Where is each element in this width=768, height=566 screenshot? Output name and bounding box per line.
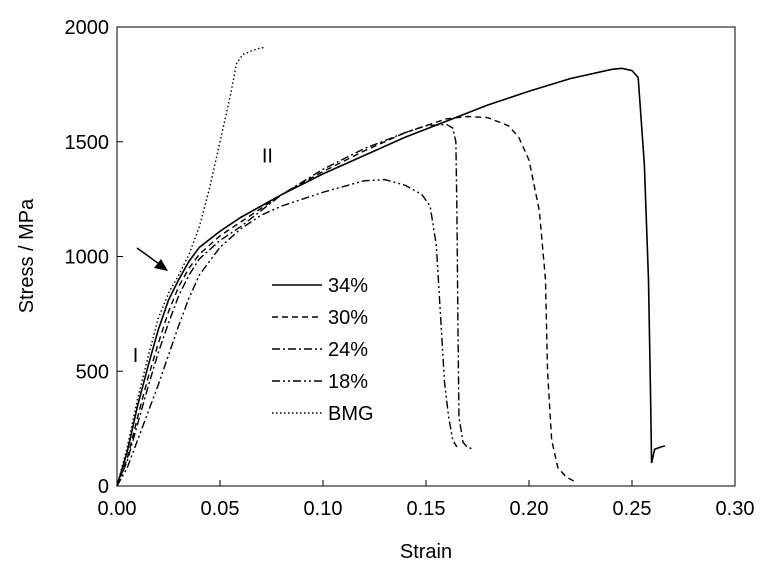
arrow-shaft	[136, 247, 163, 267]
x-tick-label: 0.05	[201, 498, 240, 520]
arrow-head	[154, 259, 168, 271]
y-tick-label: 1500	[65, 132, 110, 154]
plot-frame	[116, 26, 736, 487]
y-axis-title: Stress / MPa	[16, 198, 38, 313]
annotation-label: I	[133, 345, 139, 367]
series-line-24pct	[116, 123, 474, 487]
legend-label: 34%	[328, 275, 368, 297]
x-tick-label: 0.25	[613, 498, 652, 520]
annotations: III	[133, 145, 273, 367]
legend-label: 30%	[328, 307, 368, 329]
legend-label: 24%	[328, 339, 368, 361]
x-tick-label: 0.30	[716, 498, 755, 520]
series-line-bmg	[116, 46, 266, 487]
y-tick-labels: 0 500 1000 1500 2000	[65, 17, 110, 498]
y-tick-label: 0	[98, 476, 109, 498]
x-tick-labels: 0.00 0.05 0.10 0.15 0.20 0.25 0.30	[98, 498, 755, 520]
arrow-marker	[136, 247, 168, 271]
series-line-30pct	[116, 115, 575, 487]
series-lines	[116, 46, 666, 487]
series-line-34pct	[116, 67, 666, 487]
axis-ticks	[116, 26, 736, 487]
x-axis-title: Strain	[400, 541, 452, 563]
legend-label: BMG	[328, 403, 374, 425]
annotation-label: II	[262, 145, 273, 167]
y-tick-label: 1000	[65, 247, 110, 269]
x-tick-label: 0.15	[407, 498, 446, 520]
legend: 34% 30% 24% 18% BMG	[272, 275, 374, 425]
x-tick-label: 0.00	[98, 498, 137, 520]
y-tick-label: 500	[76, 361, 109, 383]
y-tick-label: 2000	[65, 17, 110, 39]
x-tick-label: 0.20	[510, 498, 549, 520]
series-line-18pct	[116, 178, 458, 487]
legend-label: 18%	[328, 371, 368, 393]
x-tick-label: 0.10	[304, 498, 343, 520]
